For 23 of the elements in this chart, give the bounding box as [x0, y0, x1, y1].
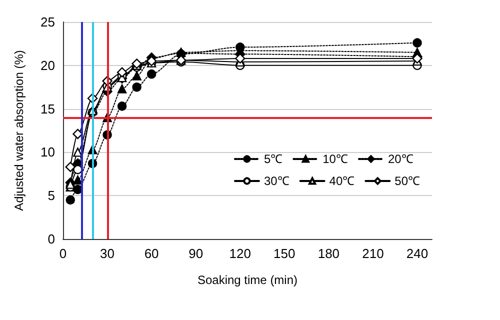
legend-label: 40℃ — [329, 174, 355, 188]
x-tick-label: 150 — [274, 246, 296, 261]
y-axis-title: Adjusted water absorption (%) — [12, 50, 26, 211]
x-tick-label: 0 — [59, 246, 67, 261]
y-tick-label: 15 — [40, 101, 55, 116]
x-tick-label: 180 — [318, 246, 340, 261]
legend-label: 20℃ — [388, 152, 414, 166]
legend-label: 50℃ — [394, 174, 420, 188]
x-tick-label: 60 — [144, 246, 159, 261]
y-tick-label: 5 — [48, 188, 55, 204]
x-tick-label: 90 — [188, 246, 204, 261]
x-axis-title: Soaking time (min) — [197, 273, 298, 287]
x-tick-label: 30 — [100, 246, 115, 261]
legend-label: 30℃ — [264, 174, 290, 188]
y-tick-label: 0 — [48, 232, 55, 246]
y-tick-label: 10 — [40, 144, 55, 160]
legend-label: 10℃ — [322, 152, 348, 166]
x-tick-label: 210 — [362, 246, 384, 261]
x-tick-label: 120 — [229, 246, 251, 261]
y-tick-label: 25 — [40, 14, 55, 30]
legend-label: 5℃ — [264, 152, 283, 166]
x-tick-label: 240 — [406, 246, 428, 261]
y-tick-label: 20 — [40, 58, 55, 73]
